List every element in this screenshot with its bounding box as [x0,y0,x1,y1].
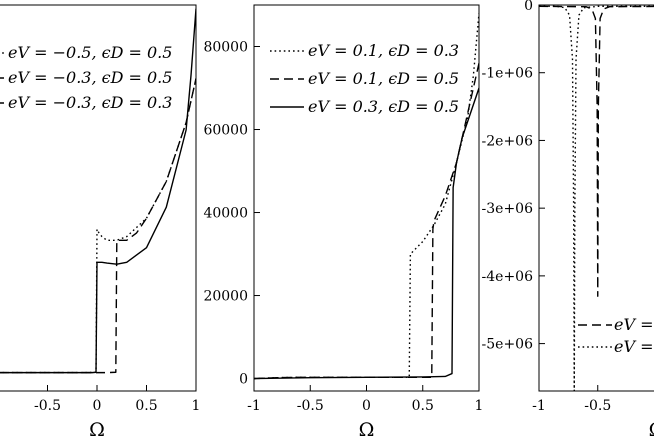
legend-label: eV = 0.3, ϵD = 0.5 [308,97,459,116]
right-panel-x-ticks: -1 -0.5 [532,385,611,414]
y-tick-label: 0 [239,372,248,388]
right-panel-legend: eV = eV = [578,315,654,356]
series-line [0,8,196,374]
y-tick-label: 40000 [203,206,248,222]
legend-label: eV = −0.3, ϵD = 0.5 [8,68,172,87]
middle-panel-x-axis-label: Ω [359,419,375,438]
left-panel-series [0,8,196,374]
middle-panel-frame [253,4,480,392]
x-tick-label: 0 [93,398,102,414]
x-tick-label: 1 [475,398,484,414]
x-tick-label: -1 [247,398,261,414]
x-tick-label: 1 [192,398,201,414]
y-tick-label: 60000 [203,123,248,139]
legend-label: eV = [614,337,654,356]
x-tick-label: 0.5 [412,398,434,414]
left-panel-frame [0,4,197,392]
x-tick-label: -0.5 [297,398,324,414]
left-panel: -0.5 0 0.5 1 eV = −0.5, ϵD = 0.5 eV = −0.3, … [0,4,200,438]
legend-label: eV = 0.1, ϵD = 0.3 [308,41,459,60]
x-tick-label: -1 [532,398,546,414]
y-tick-label: -2e+06 [482,133,534,149]
series-line [254,87,479,380]
middle-panel: -1 -0.5 0 0.5 1 0 20000 40000 60000 80000 eV = 0… [203,4,483,438]
y-tick-label: -4e+06 [482,269,534,285]
right-panel: -1 -0.5 0 -1e+06 -2e+06 -3e+06 -4e+06 -5e+06 e… [482,0,654,438]
right-panel-series [539,5,654,391]
series-line [0,78,196,374]
y-tick-label: 0 [524,0,533,14]
series-line [0,78,196,374]
y-tick-label: -1e+06 [482,66,534,82]
legend-label: eV = −0.5, ϵD = 0.5 [8,43,172,62]
y-tick-label: -5e+06 [482,337,534,353]
legend-label: eV = 0.1, ϵD = 0.5 [308,69,459,88]
legend-label: eV = −0.3, ϵD = 0.3 [8,93,172,112]
right-panel-frame [538,4,654,392]
right-panel-y-ticks: 0 -1e+06 -2e+06 -3e+06 -4e+06 -5e+06 [482,0,545,353]
left-panel-x-ticks: -0.5 0 0.5 1 [34,385,200,414]
y-tick-label: 80000 [203,40,248,56]
middle-panel-legend: eV = 0.1, ϵD = 0.3 eV = 0.1, ϵD = 0.5 eV =… [270,41,459,116]
x-tick-label: -0.5 [34,398,61,414]
x-tick-label: -0.5 [584,398,611,414]
x-tick-label: 0.5 [135,398,157,414]
y-tick-label: 20000 [203,289,248,305]
series-line [539,5,654,297]
middle-panel-series [254,13,479,380]
left-panel-x-axis-label: Ω [89,419,105,438]
middle-panel-y-ticks: 0 20000 40000 60000 80000 [203,40,260,388]
y-tick-label: -3e+06 [482,201,534,217]
legend-label: eV = [614,315,654,334]
left-panel-legend: eV = −0.5, ϵD = 0.5 eV = −0.3, ϵD = 0.5 eV… [0,43,172,112]
x-tick-label: 0 [362,398,371,414]
right-panel-x-axis-label: Ω [649,419,654,438]
middle-panel-x-ticks: -1 -0.5 0 0.5 1 [247,385,483,414]
